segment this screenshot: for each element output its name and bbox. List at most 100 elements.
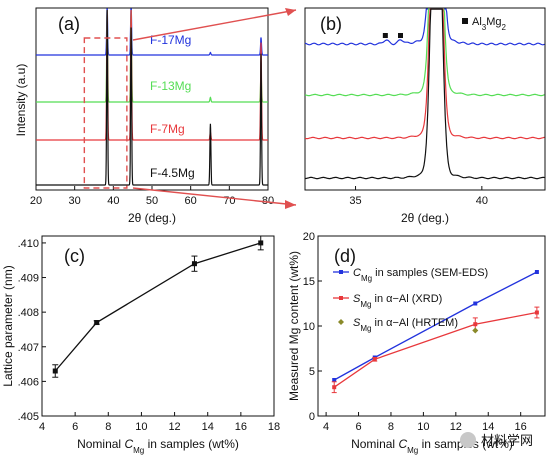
panel-c-x-tick-label: 4	[39, 421, 45, 433]
panel-d-x-tick-label: 10	[417, 421, 429, 433]
panel-a-trace-0	[36, 8, 268, 56]
panel-c-x-tick-label: 10	[135, 421, 147, 433]
panel-d-point	[472, 327, 479, 334]
panel-a-ylabel: Intensity (a.u)	[14, 64, 28, 137]
panel-d-x-tick-label: 12	[450, 421, 462, 433]
panel-a-trace-1	[36, 9, 268, 103]
panel-d-ylabel: Measured Mg content (wt%)	[287, 251, 301, 401]
panel-d-letter: (d)	[334, 246, 356, 266]
panel-b-phase-marker	[398, 33, 403, 38]
panel-c-xlabel-prefix: Nominal	[77, 437, 124, 451]
panel-a-series-label: F-7Mg	[150, 122, 185, 136]
panel-d-x-tick-label: 8	[388, 421, 394, 433]
panel-d-point	[332, 385, 337, 390]
panel-c-x-tick-label: 14	[202, 421, 214, 433]
panel-a-x-tick-label: 30	[69, 195, 81, 207]
panel-a-series-label: F-13Mg	[150, 79, 191, 93]
panel-c-point	[52, 368, 58, 374]
panel-c-x-ticks: 4 6 8 10 12 14 16 18	[39, 412, 280, 433]
panel-d-legend-entry: SMg in α−Al (XRD)	[353, 293, 442, 309]
panel-b-trace-1	[304, 8, 545, 97]
zoom-arrows	[132, 8, 297, 209]
panel-d-x-tick-label: 4	[323, 421, 329, 433]
panel-d-x-ticks: 4 6 8 10 12 14 16	[323, 412, 527, 433]
panel-c-letter: (c)	[64, 246, 85, 266]
panel-d-legend-marker	[339, 296, 343, 300]
panel-d-legend-symbol: S	[353, 293, 361, 305]
panel-d-x-tick-label: 14	[482, 421, 494, 433]
panel-c-point	[94, 320, 100, 326]
panel-d-legend-text: in α−Al (XRD)	[371, 293, 442, 305]
panel-b-trace-2	[304, 8, 545, 140]
panel-d-xlabel-subscript: Mg	[407, 446, 418, 455]
panel-d-line-1	[333, 311, 538, 388]
panel-d-legend: CMg in samples (SEM-EDS)SMg in α−Al (XRD…	[333, 267, 488, 333]
panel-a-xrd-full: 20 30 40 50 60 70 80 F-17MgF-13MgF-7MgF-4.5Mg …	[14, 7, 274, 225]
panel-d-plot	[331, 270, 540, 394]
panel-d-y-ticks: 0 5 10 15 20	[303, 231, 322, 423]
panel-b-phase-marker	[382, 33, 388, 38]
panel-c-y-ticks: .405 .406 .407 .408 .409 .410	[18, 238, 46, 423]
panel-c-x-tick-label: 18	[268, 421, 280, 433]
panel-d-y-tick-label: 0	[309, 411, 315, 423]
panel-b-xrd-zoom: 35 40 (b) Al3Mg2 2θ (deg.)	[304, 7, 546, 225]
panel-d-point	[473, 322, 478, 327]
panel-c-frame	[41, 235, 275, 417]
panel-d-legend-subscript: Mg	[360, 300, 371, 309]
zoom-arrow-top-head	[285, 8, 296, 16]
panel-d-legend-subscript: Mg	[360, 324, 371, 333]
panel-d-y-tick-label: 5	[309, 366, 315, 378]
panel-c-y-tick-label: .410	[18, 238, 39, 250]
panel-a-zoom-box	[83, 37, 128, 189]
panel-a-x-tick-label: 60	[185, 195, 197, 207]
panel-a-x-tick-label: 80	[262, 195, 274, 207]
panel-d-legend-subscript: Mg	[361, 274, 372, 283]
panel-c-y-tick-label: .406	[18, 376, 39, 388]
panel-a-series-label: F-17Mg	[150, 33, 191, 47]
panel-c-y-tick-label: .405	[18, 411, 39, 423]
panel-c-lattice: 4 6 8 10 12 14 16 18 .405 .406 .407 .408 .409 .410 (…	[1, 235, 280, 455]
panel-b-traces	[304, 8, 545, 180]
panel-c-point	[191, 261, 197, 267]
panel-c-xlabel-subscript: Mg	[133, 446, 144, 455]
panel-d-legend-entry: SMg in α−Al (HRTEM)	[353, 317, 458, 333]
panel-c-point	[258, 240, 264, 246]
panel-d-point	[534, 270, 539, 274]
panel-c-xlabel-symbol: C	[124, 437, 133, 451]
panel-d-legend-marker	[338, 319, 344, 325]
panel-d-x-tick-label: 16	[515, 421, 527, 433]
panel-c-x-tick-label: 12	[168, 421, 180, 433]
panel-c-y-tick-label: .407	[18, 342, 39, 354]
panel-b-legend: Al3Mg2	[472, 16, 507, 32]
panel-b-trace-0	[304, 8, 545, 46]
panel-d-point	[534, 310, 539, 315]
panel-c-plot	[52, 235, 264, 378]
panel-d-xlabel-prefix: Nominal	[351, 437, 398, 451]
panel-d-x-tick-label: 6	[355, 421, 361, 433]
panel-c-x-tick-label: 8	[105, 421, 111, 433]
panel-b-xlabel: 2θ (deg.)	[401, 211, 449, 225]
panel-a-series-labels: F-17Mg F-13Mg F-7Mg F-4.5Mg	[150, 33, 195, 180]
panel-a-series-label: F-4.5Mg	[150, 166, 195, 180]
panel-c-xlabel: Nominal CMg in samples (wt%)	[77, 437, 239, 455]
panel-a-x-tick-label: 50	[146, 195, 158, 207]
panel-d-y-tick-label: 10	[303, 321, 315, 333]
zoom-arrow-bottom	[132, 187, 297, 206]
panel-d-line-0	[333, 271, 538, 381]
panel-d-legend-text: in α−Al (HRTEM)	[371, 317, 458, 329]
watermark-text: 材料学网	[481, 433, 533, 448]
panel-b-trace-3	[304, 8, 545, 180]
panel-a-trace-2	[36, 9, 268, 141]
panel-d-legend-marker	[339, 270, 343, 274]
watermark-logo-icon	[460, 432, 476, 448]
panel-d-xlabel-symbol: C	[398, 437, 407, 451]
panel-a-trace-3	[36, 9, 268, 186]
panel-b-phase-markers	[382, 33, 403, 38]
panel-a-traces	[36, 8, 268, 186]
panel-d-point	[332, 378, 337, 382]
panel-d-legend-symbol: C	[353, 267, 361, 279]
panel-c-x-tick-label: 6	[72, 421, 78, 433]
panel-a-x-tick-label: 70	[223, 195, 235, 207]
